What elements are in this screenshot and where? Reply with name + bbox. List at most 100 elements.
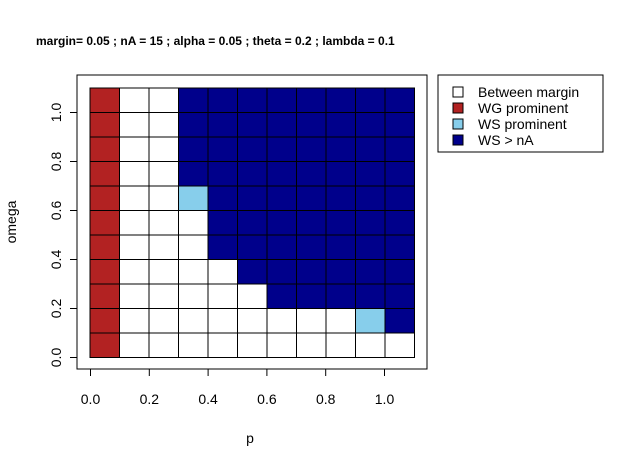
legend-swatch <box>452 118 464 130</box>
heatmap-cell-p0.3-omega0.0: Between margin <box>178 332 209 358</box>
x-tick-label: 0.8 <box>316 391 336 407</box>
y-tick-label: 1.0 <box>48 103 64 123</box>
heatmap-cell-p0.2-omega0.8: Between margin <box>148 136 179 162</box>
heatmap-cell-p0.8-omega0.3: WS > nA <box>325 259 356 285</box>
heatmap-cell-p0.9-omega0.6: WS > nA <box>355 185 386 211</box>
heatmap-cell-p0.4-omega0.5: WS > nA <box>207 210 238 236</box>
heatmap-cell-p0.8-omega0.5: WS > nA <box>325 210 356 236</box>
heatmap-cell-p0.6-omega0.4: WS > nA <box>266 234 297 260</box>
y-tick-label: 0.8 <box>48 152 64 172</box>
heatmap-cell-p0.0-omega0.1: WG prominent <box>89 308 120 334</box>
legend-swatch <box>452 134 464 146</box>
legend-label: WS prominent <box>478 116 567 132</box>
heatmap-cell-p0.1-omega0.1: Between margin <box>119 308 150 334</box>
heatmap-cell-p0.4-omega0.0: Between margin <box>207 332 238 358</box>
heatmap-cell-p0.8-omega0.8: WS > nA <box>325 136 356 162</box>
heatmap-cell-p0.4-omega0.1: Between margin <box>207 308 238 334</box>
heatmap-cell-p0.2-omega0.3: Between margin <box>148 259 179 285</box>
heatmap-cell-p0.1-omega0.8: Between margin <box>119 136 150 162</box>
heatmap-cell-p0.0-omega0.5: WG prominent <box>89 210 120 236</box>
heatmap-cells: WG prominentBetween marginBetween margin… <box>89 87 415 358</box>
heatmap-cell-p0.1-omega0.3: Between margin <box>119 259 150 285</box>
heatmap-cell-p0.5-omega0.9: WS > nA <box>237 112 268 138</box>
heatmap-cell-p1.0-omega0.5: WS > nA <box>384 210 415 236</box>
heatmap-cell-p0.9-omega0.8: WS > nA <box>355 136 386 162</box>
heatmap-cell-p0.1-omega0.2: Between margin <box>119 283 150 309</box>
heatmap-cell-p0.2-omega1.0: Between margin <box>148 87 179 113</box>
heatmap-cell-p0.4-omega1.0: WS > nA <box>207 87 238 113</box>
legend-label: WG prominent <box>478 100 568 116</box>
heatmap-cell-p0.3-omega0.9: WS > nA <box>178 112 209 138</box>
heatmap-cell-p0.1-omega0.9: Between margin <box>119 112 150 138</box>
heatmap-cell-p0.6-omega0.9: WS > nA <box>266 112 297 138</box>
legend-box <box>437 74 604 153</box>
heatmap-cell-p0.9-omega0.1: WS prominent <box>355 308 386 334</box>
heatmap-cell-p0.8-omega0.1: Between margin <box>325 308 356 334</box>
legend-label: Between margin <box>478 84 579 100</box>
y-tick-label: 0.6 <box>48 201 64 221</box>
heatmap-cell-p0.4-omega0.3: Between margin <box>207 259 238 285</box>
heatmap-cell-p0.0-omega0.6: WG prominent <box>89 185 120 211</box>
heatmap-cell-p0.7-omega0.4: WS > nA <box>296 234 327 260</box>
heatmap-cell-p0.0-omega0.3: WG prominent <box>89 259 120 285</box>
y-tick-label: 0.4 <box>48 250 64 270</box>
heatmap-cell-p0.2-omega0.4: Between margin <box>148 234 179 260</box>
heatmap-cell-p0.7-omega0.3: WS > nA <box>296 259 327 285</box>
heatmap-cell-p0.8-omega0.9: WS > nA <box>325 112 356 138</box>
heatmap-cell-p0.3-omega0.4: Between margin <box>178 234 209 260</box>
heatmap-cell-p0.6-omega0.3: WS > nA <box>266 259 297 285</box>
heatmap-cell-p0.3-omega1.0: WS > nA <box>178 87 209 113</box>
heatmap-cell-p0.5-omega0.8: WS > nA <box>237 136 268 162</box>
heatmap-cell-p0.2-omega0.2: Between margin <box>148 283 179 309</box>
heatmap-cell-p0.3-omega0.6: WS prominent <box>178 185 209 211</box>
heatmap-cell-p1.0-omega0.1: WS > nA <box>384 308 415 334</box>
heatmap-cell-p0.8-omega0.6: WS > nA <box>325 185 356 211</box>
heatmap-cell-p1.0-omega0.7: WS > nA <box>384 161 415 187</box>
y-axis-label: omega <box>3 200 19 243</box>
y-tick-label: 0.0 <box>48 348 64 368</box>
heatmap-cell-p0.9-omega0.4: WS > nA <box>355 234 386 260</box>
heatmap-cell-p0.7-omega0.6: WS > nA <box>296 185 327 211</box>
heatmap-cell-p0.6-omega0.2: WS > nA <box>266 283 297 309</box>
heatmap-cell-p0.1-omega1.0: Between margin <box>119 87 150 113</box>
heatmap-cell-p0.0-omega0.2: WG prominent <box>89 283 120 309</box>
heatmap-cell-p0.8-omega0.0: Between margin <box>325 332 356 358</box>
heatmap-cell-p0.1-omega0.6: Between margin <box>119 185 150 211</box>
x-axis: 0.0 0.2 0.4 0.6 0.8 1.0 <box>81 368 394 407</box>
heatmap-cell-p0.3-omega0.1: Between margin <box>178 308 209 334</box>
heatmap-cell-p0.7-omega0.2: WS > nA <box>296 283 327 309</box>
x-tick-label: 0.4 <box>198 391 218 407</box>
heatmap-cell-p0.7-omega1.0: WS > nA <box>296 87 327 113</box>
heatmap-cell-p1.0-omega0.0: Between margin <box>384 332 415 358</box>
heatmap-cell-p0.2-omega0.1: Between margin <box>148 308 179 334</box>
heatmap-cell-p0.2-omega0.0: Between margin <box>148 332 179 358</box>
heatmap-cell-p0.4-omega0.9: WS > nA <box>207 112 238 138</box>
heatmap-cell-p0.5-omega0.2: Between margin <box>237 283 268 309</box>
heatmap-cell-p0.2-omega0.5: Between margin <box>148 210 179 236</box>
x-tick-label: 0.2 <box>140 391 160 407</box>
heatmap-cell-p0.5-omega0.0: Between margin <box>237 332 268 358</box>
heatmap-cell-p0.7-omega0.7: WS > nA <box>296 161 327 187</box>
heatmap-cell-p1.0-omega1.0: WS > nA <box>384 87 415 113</box>
heatmap-cell-p1.0-omega0.8: WS > nA <box>384 136 415 162</box>
heatmap-cell-p0.3-omega0.2: Between margin <box>178 283 209 309</box>
heatmap-cell-p0.7-omega0.0: Between margin <box>296 332 327 358</box>
heatmap-cell-p1.0-omega0.2: WS > nA <box>384 283 415 309</box>
heatmap-cell-p0.1-omega0.0: Between margin <box>119 332 150 358</box>
heatmap-cell-p0.6-omega1.0: WS > nA <box>266 87 297 113</box>
heatmap-cell-p0.7-omega0.8: WS > nA <box>296 136 327 162</box>
heatmap-cell-p0.4-omega0.4: WS > nA <box>207 234 238 260</box>
heatmap-cell-p0.0-omega0.0: WG prominent <box>89 332 120 358</box>
heatmap-cell-p0.9-omega0.0: Between margin <box>355 332 386 358</box>
y-tick-label: 0.2 <box>48 299 64 319</box>
heatmap-cell-p0.5-omega0.7: WS > nA <box>237 161 268 187</box>
x-tick-label: 0.6 <box>257 391 277 407</box>
heatmap-cell-p0.4-omega0.6: WS > nA <box>207 185 238 211</box>
heatmap-cell-p0.1-omega0.5: Between margin <box>119 210 150 236</box>
heatmap-cell-p0.4-omega0.2: Between margin <box>207 283 238 309</box>
heatmap-cell-p0.7-omega0.5: WS > nA <box>296 210 327 236</box>
heatmap-cell-p0.9-omega0.5: WS > nA <box>355 210 386 236</box>
heatmap-cell-p0.5-omega0.6: WS > nA <box>237 185 268 211</box>
heatmap-cell-p0.1-omega0.7: Between margin <box>119 161 150 187</box>
